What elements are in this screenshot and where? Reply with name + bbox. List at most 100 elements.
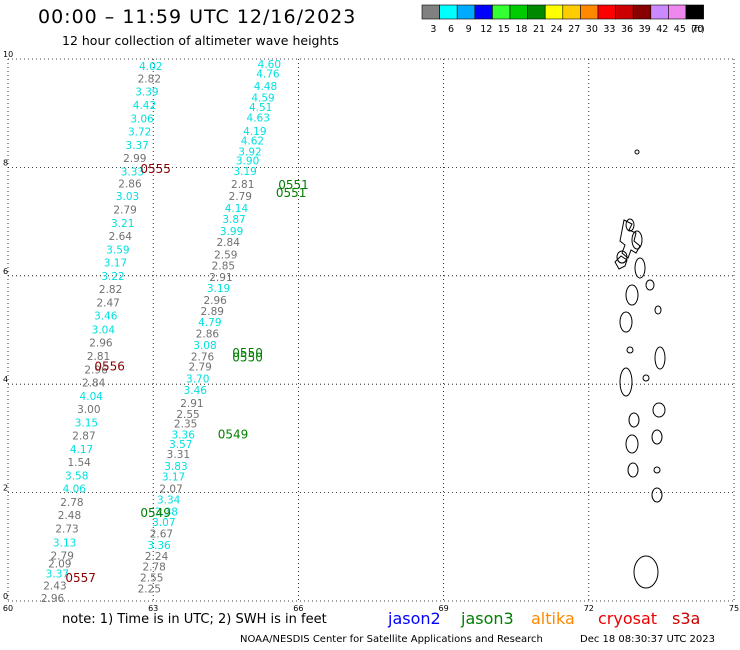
track-west: 4.022.823.394.423.063.723.372.993.332.86… <box>41 61 163 605</box>
swh-value: 2.43 <box>43 581 66 593</box>
swh-value: 3.17 <box>162 472 185 484</box>
swh-value: 2.84 <box>82 377 106 389</box>
swh-value: 2.48 <box>58 510 81 522</box>
x-tick-label: 69 <box>439 604 449 613</box>
generated-timestamp: Dec 18 08:30:37 UTC 2023 <box>580 634 715 645</box>
swh-value: 3.22 <box>101 271 124 283</box>
swh-value: 2.09 <box>48 558 71 570</box>
swh-value: 2.84 <box>217 237 241 249</box>
island-outline <box>631 230 643 250</box>
y-tick-label: 0 <box>3 592 8 601</box>
island-outline <box>627 462 639 478</box>
swh-value: 2.96 <box>84 364 108 376</box>
swh-value: 3.37 <box>46 569 69 581</box>
swh-value: 4.42 <box>133 100 156 112</box>
island-outline <box>652 402 666 418</box>
colorbar-label: 18 <box>515 24 527 35</box>
swh-value: 3.15 <box>75 417 98 429</box>
swh-value: 2.24 <box>145 551 169 563</box>
pass-time-label: 0555 <box>140 162 171 176</box>
y-tick-label: 10 <box>3 50 13 59</box>
x-tick-label: 75 <box>729 604 739 613</box>
swh-value: 3.34 <box>157 494 181 506</box>
y-tick-label: 8 <box>3 158 8 167</box>
colorbar-label: 21 <box>533 24 545 35</box>
swh-value: 3.13 <box>53 537 76 549</box>
swh-value: 3.33 <box>121 167 144 179</box>
swh-value: 4.60 <box>258 59 281 71</box>
pass-time-label: 0550 <box>232 350 263 364</box>
swh-value: 3.99 <box>220 226 243 238</box>
swh-value: 2.73 <box>55 524 78 536</box>
swh-value: 4.63 <box>247 112 270 124</box>
swh-value: 2.81 <box>231 179 254 191</box>
island-outline <box>642 374 650 382</box>
swh-value: 4.02 <box>139 61 162 73</box>
swh-value: 2.89 <box>201 306 224 318</box>
swh-value: 2.86 <box>118 178 142 190</box>
swh-value: 2.82 <box>138 73 161 85</box>
swh-value: 2.96 <box>203 295 227 307</box>
swh-value: 3.87 <box>222 214 245 226</box>
swh-value: 2.55 <box>140 572 163 584</box>
swh-value: 2.07 <box>159 484 182 496</box>
swh-value: 4.04 <box>80 391 104 403</box>
track-east: 4.604.764.484.594.514.63 4.194.623.923.90… <box>138 59 281 595</box>
island-outline <box>645 279 655 291</box>
swh-value: 3.92 <box>238 146 261 158</box>
swh-value: 1.54 <box>67 457 91 469</box>
pass-time-label: 0550 <box>232 346 263 360</box>
swh-value: 2.79 <box>51 550 74 562</box>
swh-value: 2.79 <box>113 204 136 216</box>
swh-value: 3.90 <box>236 156 259 168</box>
legend-s3a: s3a <box>672 609 701 628</box>
swh-value: 2.87 <box>72 430 95 442</box>
swh-value: 4.76 <box>256 68 280 80</box>
swh-value: 3.36 <box>147 540 171 552</box>
swh-value: 2.86 <box>196 329 220 341</box>
swh-value: 2.85 <box>212 260 235 272</box>
swh-value: 3.17 <box>104 258 127 270</box>
swh-value: 4.62 <box>241 136 264 148</box>
swh-value: 2.79 <box>188 362 211 374</box>
swh-value: 3.06 <box>130 113 154 125</box>
atoll-outline <box>619 219 641 259</box>
swh-value: 3.36 <box>172 429 196 441</box>
island-outline <box>651 487 663 503</box>
colorbar-label: 3 <box>430 24 436 35</box>
island-outline <box>625 218 635 232</box>
y-tick-label: 2 <box>3 484 8 493</box>
swh-value: 2.35 <box>174 419 197 431</box>
island-outline <box>654 346 666 370</box>
colorbar-label: 15 <box>498 24 510 35</box>
colorbar-label: 33 <box>603 24 615 35</box>
colorbar-label: 9 <box>466 24 472 35</box>
swh-value: 2.96 <box>89 337 113 349</box>
swh-value: 2.55 <box>176 409 199 421</box>
coastline-maldives <box>614 149 666 589</box>
island-outline <box>653 466 661 474</box>
swh-value: 4.06 <box>63 484 87 496</box>
swh-value: 2.82 <box>99 284 122 296</box>
atoll-outline <box>614 255 628 270</box>
swh-value: 2.79 <box>229 191 252 203</box>
swh-value: 3.19 <box>233 166 256 178</box>
swh-value: 2.96 <box>41 593 65 605</box>
island-outline <box>654 305 662 315</box>
swh-value: 3.04 <box>92 324 116 336</box>
colorbar-label: 30 <box>586 24 598 35</box>
legend-jason2: jason2 <box>388 609 441 628</box>
colorbar-unit: (ft) <box>691 25 705 35</box>
pass-time-label: 0549 <box>218 427 249 441</box>
island-outline <box>626 346 634 354</box>
swh-value: 2.25 <box>138 583 161 595</box>
swh-value: 3.72 <box>128 126 151 138</box>
x-tick-label: 66 <box>293 604 303 613</box>
footnote: note: 1) Time is in UTC; 2) SWH is in fe… <box>62 612 327 627</box>
colorbar-label: 39 <box>639 24 651 35</box>
colorbar-label: 45 <box>674 24 686 35</box>
map-subtitle: 12 hour collection of altimeter wave hei… <box>62 33 339 48</box>
swh-value: 3.83 <box>164 461 187 473</box>
swh-value: 2.78 <box>142 562 165 574</box>
